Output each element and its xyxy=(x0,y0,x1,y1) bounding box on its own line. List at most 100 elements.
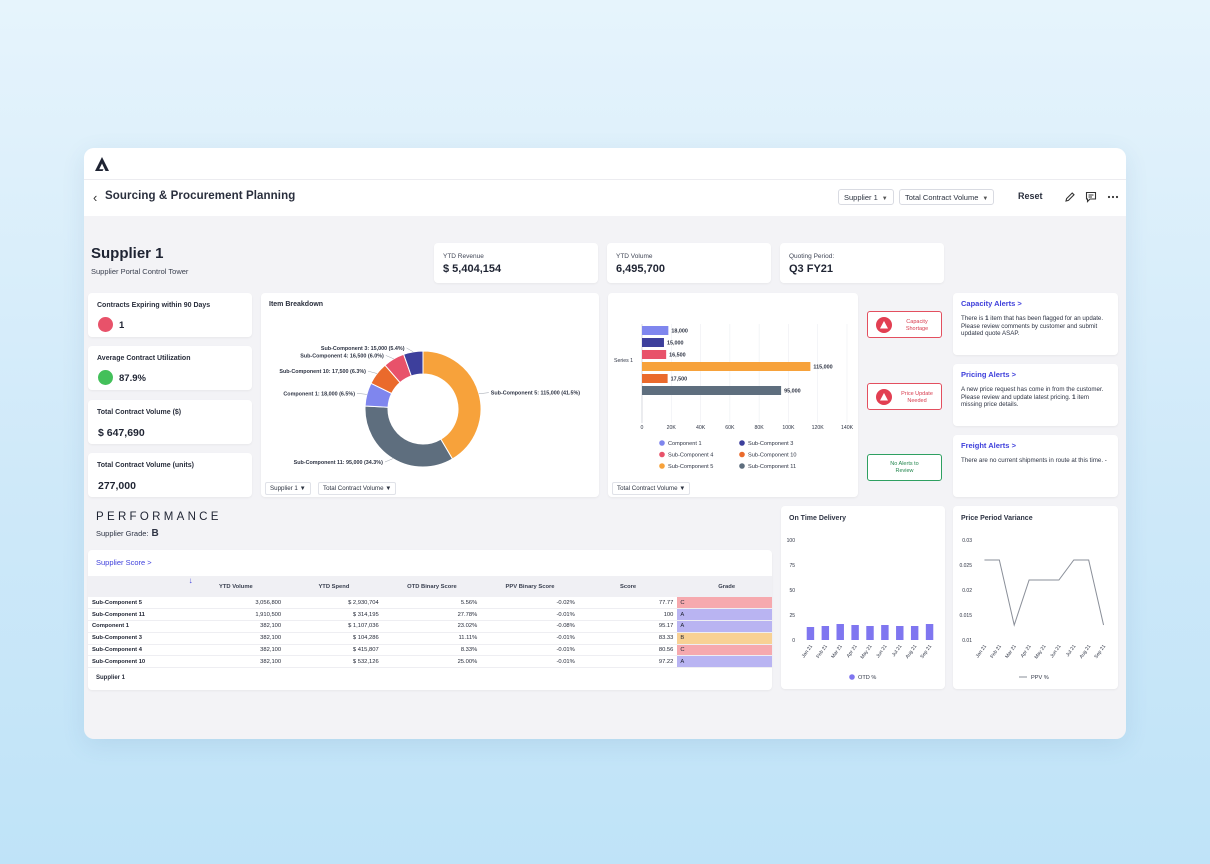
cell-ytd-spend: $ 1,107,036 xyxy=(285,620,383,633)
bar-metric-select[interactable]: Total Contract Volume ▼ xyxy=(612,482,691,495)
kpi-ytd-volume: YTD Volume 6,495,700 xyxy=(607,243,771,283)
bar xyxy=(806,627,815,640)
table-row[interactable]: Sub-Component 3 382,100 $ 104,286 11.11% -0.… xyxy=(88,632,772,645)
supplier-score-table: ↓ YTD Volume YTD Spend OTD Binary Score … xyxy=(88,576,772,669)
sort-arrow-icon[interactable]: ↓ xyxy=(188,576,193,585)
column-header[interactable]: Grade xyxy=(677,576,772,597)
bar-value-label: 18,000 xyxy=(671,329,688,335)
kpi-quoting-period: Quoting Period: Q3 FY21 xyxy=(780,243,944,283)
column-header[interactable]: OTD Binary Score xyxy=(382,576,482,597)
cell-score: 80.56 xyxy=(578,644,678,657)
edit-pencil-icon[interactable] xyxy=(1064,191,1076,203)
slice-label: Sub-Component 10: 17,500 (6.3%) xyxy=(279,369,366,375)
row-name: Sub-Component 4 xyxy=(88,644,187,657)
back-chevron-icon[interactable]: ‹ xyxy=(93,190,98,205)
alert-text: A new price request has come in from the… xyxy=(961,386,1104,401)
pricing-alerts-link[interactable]: Pricing Alerts > xyxy=(961,370,1016,379)
y-tick-label: 0.02 xyxy=(962,588,972,594)
card-value: 277,000 xyxy=(98,480,136,492)
column-header[interactable]: PPV Binary Score xyxy=(481,576,579,597)
bar xyxy=(851,625,859,640)
leader-line xyxy=(356,393,367,395)
kpi-value: Q3 FY21 xyxy=(789,263,834,275)
bar xyxy=(642,374,668,383)
x-tick-label: 100K xyxy=(782,425,795,431)
bar-value-label: 115,000 xyxy=(813,365,832,371)
sort-column-header[interactable]: ↓ xyxy=(88,576,193,597)
row-name: Sub-Component 10 xyxy=(88,655,187,669)
table-row[interactable]: Component 1 382,100 $ 1,107,036 23.02% -0.08… xyxy=(88,620,772,633)
bar-value-label: 17,500 xyxy=(671,377,688,383)
cell-grade: C xyxy=(677,597,772,610)
legend-label: OTD % xyxy=(858,675,876,681)
table-footer: Supplier 1 xyxy=(96,675,126,681)
select-value: Supplier 1 xyxy=(270,485,298,492)
chevron-down-icon: ▼ xyxy=(982,196,989,202)
legend-label: Sub-Component 10 xyxy=(748,453,797,459)
chevron-down-icon: ▼ xyxy=(299,485,306,492)
x-tick-label: Mar 21 xyxy=(830,643,844,659)
cell-otd-score: 5.56% xyxy=(382,597,482,610)
warning-icon xyxy=(876,317,892,333)
leader-line xyxy=(385,355,394,360)
x-tick-label: 0 xyxy=(641,425,644,431)
legend-label: PPV % xyxy=(1031,675,1049,681)
x-tick-label: Jul 21 xyxy=(1065,643,1078,657)
supplier-select[interactable]: Supplier 1 ▼ xyxy=(838,189,894,205)
app-logo-icon[interactable] xyxy=(94,156,110,172)
metric-select[interactable]: Total Contract Volume ▼ xyxy=(899,189,995,205)
column-header[interactable]: YTD Volume xyxy=(186,576,286,597)
breakdown-supplier-select[interactable]: Supplier 1 ▼ xyxy=(265,482,311,495)
cell-score: 97.22 xyxy=(578,655,678,669)
more-options-icon[interactable] xyxy=(1107,191,1119,203)
breakdown-metric-select[interactable]: Total Contract Volume ▼ xyxy=(318,482,397,495)
panel-title: On Time Delivery xyxy=(789,515,846,522)
slice-label: Sub-Component 3: 15,000 (5.4%) xyxy=(321,346,405,352)
cell-grade: A xyxy=(677,608,772,622)
table-row[interactable]: Sub-Component 10 382,100 $ 532,126 25.00% -0… xyxy=(88,655,772,669)
kpi-ytd-revenue: YTD Revenue $ 5,404,154 xyxy=(434,243,598,283)
x-tick-label: Feb 21 xyxy=(815,643,829,659)
alert-body: There are no current shipments in route … xyxy=(961,457,1110,465)
price-update-button[interactable]: Price Update Needed xyxy=(867,383,942,410)
y-tick-label: 0.01 xyxy=(962,638,972,644)
bar-value-label: 95,000 xyxy=(784,389,801,395)
leader-line xyxy=(384,458,394,463)
cell-ytd-spend: $ 2,930,704 xyxy=(285,597,383,610)
grade-value: B xyxy=(151,528,159,539)
slice-label: Component 1: 18,000 (6.5%) xyxy=(283,391,355,397)
legend-marker xyxy=(739,451,745,458)
table-row[interactable]: Sub-Component 5 3,056,800 $ 2,930,704 5.56%… xyxy=(88,597,772,610)
table-row[interactable]: Sub-Component 11 1,910,500 $ 314,195 27.78%… xyxy=(88,608,772,622)
card-contracts-expiring: Contracts Expiring within 90 Days 1 xyxy=(88,293,252,337)
price-variance-panel: Price Period Variance 0.01 0.015 0.02 0.025 0… xyxy=(953,506,1118,689)
capacity-shortage-button[interactable]: Capacity Shortage xyxy=(867,311,942,338)
x-tick-label: 20K xyxy=(667,425,677,431)
capacity-alerts-link[interactable]: Capacity Alerts > xyxy=(961,299,1022,308)
ppv-line-chart: Price Period Variance 0.01 0.015 0.02 0.025 0… xyxy=(959,515,1107,681)
slice-label: Sub-Component 5: 115,000 (41.5%) xyxy=(491,391,580,397)
cell-ytd-spend: $ 415,807 xyxy=(285,644,383,657)
freight-alerts-link[interactable]: Freight Alerts > xyxy=(961,441,1016,450)
column-header[interactable]: YTD Spend xyxy=(285,576,383,597)
table-row[interactable]: Sub-Component 4 382,100 $ 415,807 8.33% -0.0… xyxy=(88,644,772,657)
card-title: Contracts Expiring within 90 Days xyxy=(97,302,211,309)
column-header[interactable]: Score xyxy=(578,576,678,597)
x-tick-label: 40K xyxy=(696,425,706,431)
reset-button[interactable]: Reset xyxy=(1018,191,1043,201)
pricing-alerts-card: Pricing Alerts > A new price request has… xyxy=(953,364,1118,426)
supplier-score-link[interactable]: Supplier Score > xyxy=(96,558,152,567)
slice-label: Sub-Component 11: 95,000 (34.3%) xyxy=(294,460,383,466)
y-tick-label: 100 xyxy=(787,538,796,544)
legend-label: Sub-Component 3 xyxy=(748,441,793,447)
card-title: Total Contract Volume (units) xyxy=(97,462,194,469)
cell-ppv-score: -0.01% xyxy=(481,608,579,622)
cell-score: 77.77 xyxy=(578,597,678,610)
comment-icon[interactable] xyxy=(1085,191,1097,203)
cell-ytd-volume: 382,100 xyxy=(186,620,286,633)
ppv-line xyxy=(984,559,1105,627)
alert-count: 1 xyxy=(1072,393,1076,401)
no-alerts-button[interactable]: No Alerts to Review xyxy=(867,454,942,481)
bar xyxy=(866,626,874,640)
alert-text: There is xyxy=(961,315,986,322)
